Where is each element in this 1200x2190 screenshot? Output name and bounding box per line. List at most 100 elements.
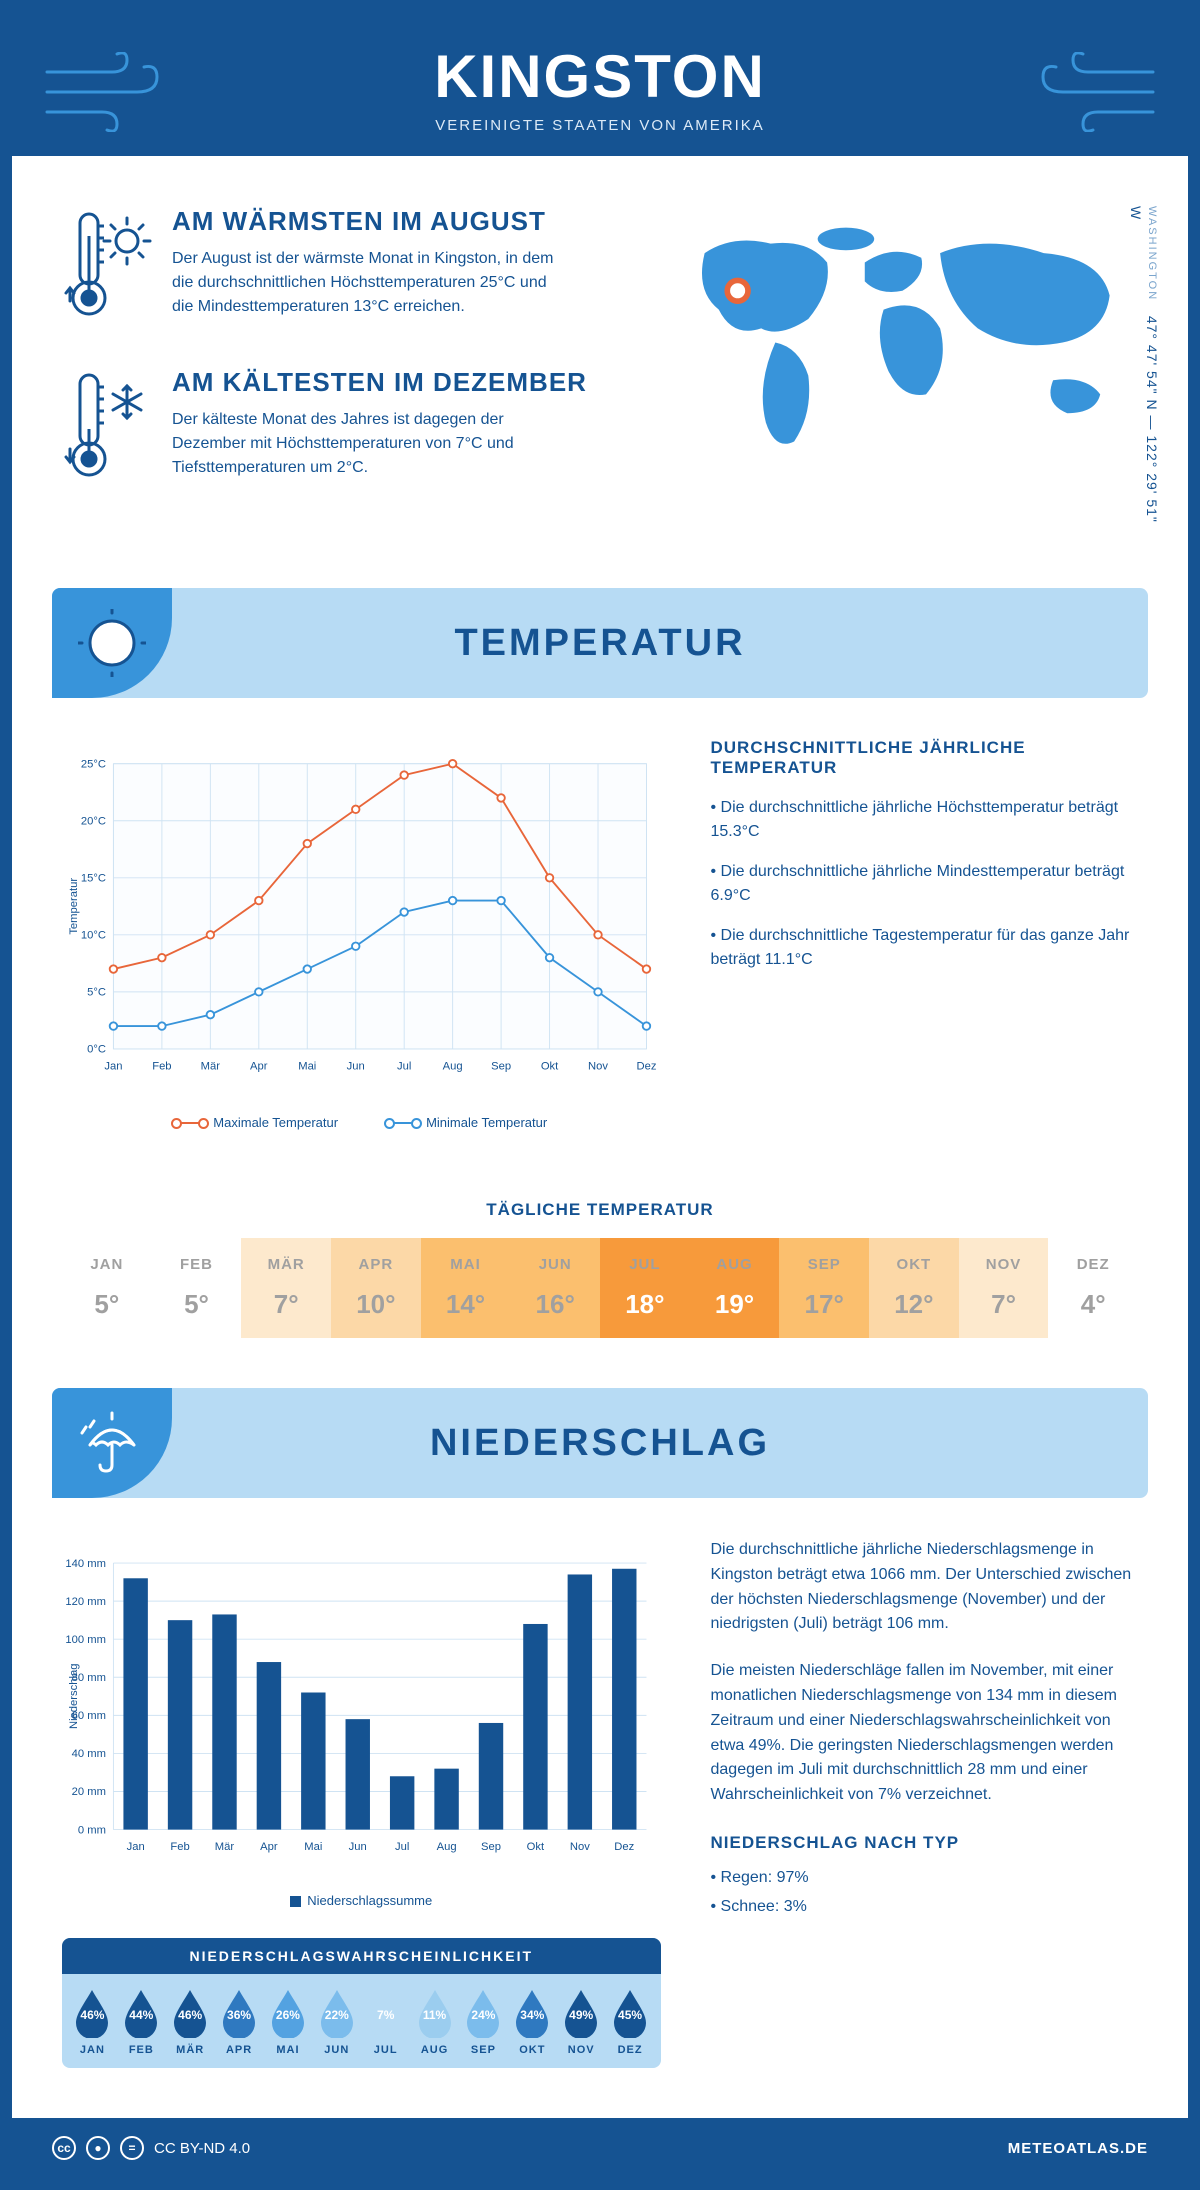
precip-p2: Die meisten Niederschläge fallen im Nove… [711,1659,1139,1808]
svg-text:Dez: Dez [636,1060,656,1072]
legend-max-label: Maximale Temperatur [213,1115,338,1130]
svg-text:Jul: Jul [397,1060,411,1072]
daily-month-label: SEP [779,1256,869,1273]
svg-text:Apr: Apr [250,1060,268,1072]
precip-title: NIEDERSCHLAG [430,1422,770,1465]
daily-temp-value: 10° [331,1289,421,1320]
legend-min-label: Minimale Temperatur [426,1115,547,1130]
prob-drops-row: 46% JAN 44% FEB 46% MÄR 36% APR 26% MAI … [62,1974,661,2068]
avg-temp-text: DURCHSCHNITTLICHE JÄHRLICHE TEMPERATUR •… [711,738,1139,1130]
prob-drop-cell: 24% SEP [461,1988,506,2056]
prob-value: 11% [415,2008,455,2022]
warmest-body: Der August ist der wärmste Monat in King… [172,247,562,319]
svg-text:Jan: Jan [127,1841,145,1853]
daily-month-label: JAN [62,1256,152,1273]
daily-month-label: NOV [959,1256,1049,1273]
daily-temp-cell: JUN16° [510,1238,600,1338]
prob-drop-cell: 36% APR [217,1988,262,2056]
daily-temp-value: 16° [510,1289,600,1320]
footer: cc ● = CC BY-ND 4.0 METEOATLAS.DE [12,2118,1188,2178]
daily-temp-cell: MÄR7° [241,1238,331,1338]
prob-month-label: JAN [70,2044,115,2056]
svg-text:Okt: Okt [541,1060,559,1072]
daily-month-label: JUL [600,1256,690,1273]
precip-banner: NIEDERSCHLAG [52,1388,1148,1498]
precip-type-snow: • Schnee: 3% [711,1895,1139,1920]
precip-probability-strip: NIEDERSCHLAGSWAHRSCHEINLICHKEIT 46% JAN … [62,1938,661,2068]
wind-icon-left [42,52,172,132]
daily-temp-cell: NOV7° [959,1238,1049,1338]
prob-value: 22% [317,2008,357,2022]
precip-type-title: NIEDERSCHLAG NACH TYP [711,1830,1139,1856]
daily-temp-cell: DEZ4° [1048,1238,1138,1338]
coldest-fact: AM KÄLTESTEN IM DEZEMBER Der kälteste Mo… [62,367,627,492]
svg-text:140 mm: 140 mm [65,1558,106,1570]
prob-month-label: FEB [119,2044,164,2056]
svg-text:20 mm: 20 mm [72,1786,106,1798]
country-subtitle: VEREINIGTE STAATEN VON AMERIKA [12,117,1188,134]
coldest-body: Der kälteste Monat des Jahres ist dagege… [172,408,562,480]
daily-temp-cell: SEP 17° [779,1238,869,1338]
wind-icon-right [1028,52,1158,132]
sun-icon [52,588,172,698]
prob-value: 7% [366,2008,406,2022]
site-label: METEOATLAS.DE [1008,2140,1148,2157]
prob-month-label: SEP [461,2044,506,2056]
prob-drop-cell: 26% MAI [266,1988,311,2056]
daily-temp-title: TÄGLICHE TEMPERATUR [12,1200,1188,1220]
raindrop-icon: 7% [366,1988,406,2038]
svg-text:Niederschlag: Niederschlag [68,1664,80,1729]
svg-text:Mär: Mär [201,1060,221,1072]
raindrop-icon: 46% [170,1988,210,2038]
daily-month-label: DEZ [1048,1256,1138,1273]
svg-text:Nov: Nov [588,1060,608,1072]
prob-value: 44% [121,2008,161,2022]
raindrop-icon: 49% [561,1988,601,2038]
thermometer-snow-icon [62,367,152,492]
svg-text:Jun: Jun [347,1060,365,1072]
daily-temp-value: 17° [779,1289,869,1320]
daily-temp-cell: MAI14° [421,1238,511,1338]
daily-temp-value: 7° [241,1289,331,1320]
svg-text:Dez: Dez [614,1841,634,1853]
avg-temp-title: DURCHSCHNITTLICHE JÄHRLICHE TEMPERATUR [711,738,1139,778]
svg-text:0°C: 0°C [87,1044,106,1056]
svg-text:10°C: 10°C [81,930,106,942]
svg-text:Nov: Nov [570,1841,590,1853]
prob-month-label: NOV [559,2044,604,2056]
prob-value: 45% [610,2008,650,2022]
daily-temp-value: 18° [600,1289,690,1320]
avg-temp-p2: • Die durchschnittliche jährliche Mindes… [711,860,1139,908]
temperature-banner: TEMPERATUR [52,588,1148,698]
daily-month-label: MAI [421,1256,511,1273]
precip-text: Die durchschnittliche jährliche Niedersc… [711,1538,1139,2068]
svg-text:Sep: Sep [491,1060,511,1072]
prob-month-label: MÄR [168,2044,213,2056]
svg-text:100 mm: 100 mm [65,1634,106,1646]
precip-legend-label: Niederschlagssumme [307,1893,432,1908]
infographic-page: KINGSTON VEREINIGTE STAATEN VON AMERIKA [0,0,1200,2190]
prob-drop-cell: 49% NOV [559,1988,604,2056]
raindrop-icon: 45% [610,1988,650,2038]
daily-temp-value: 5° [62,1289,152,1320]
raindrop-icon: 36% [219,1988,259,2038]
prob-drop-cell: 45% DEZ [608,1988,653,2056]
raindrop-icon: 11% [415,1988,455,2038]
raindrop-icon: 44% [121,1988,161,2038]
daily-temp-cell: AUG19° [690,1238,780,1338]
temperature-row: 0°C5°C10°C15°C20°C25°CJanFebMärAprMaiJun… [12,738,1188,1160]
svg-text:Okt: Okt [527,1841,545,1853]
prob-value: 24% [463,2008,503,2022]
svg-text:Mai: Mai [304,1841,322,1853]
temperature-title: TEMPERATUR [454,622,745,665]
daily-temp-cell: JAN 5° [62,1238,152,1338]
precip-type-rain: • Regen: 97% [711,1866,1139,1891]
thermometer-sun-icon [62,206,152,331]
state-label: WASHINGTON [1146,206,1158,301]
coldest-title: AM KÄLTESTEN IM DEZEMBER [172,367,587,398]
precip-legend: Niederschlagssumme [62,1893,661,1908]
svg-text:Mär: Mär [215,1841,235,1853]
map-column: WASHINGTON 47° 47' 54" N — 122° 29' 51" … [667,206,1138,528]
daily-temp-value: 19° [690,1289,780,1320]
svg-text:Mai: Mai [298,1060,316,1072]
